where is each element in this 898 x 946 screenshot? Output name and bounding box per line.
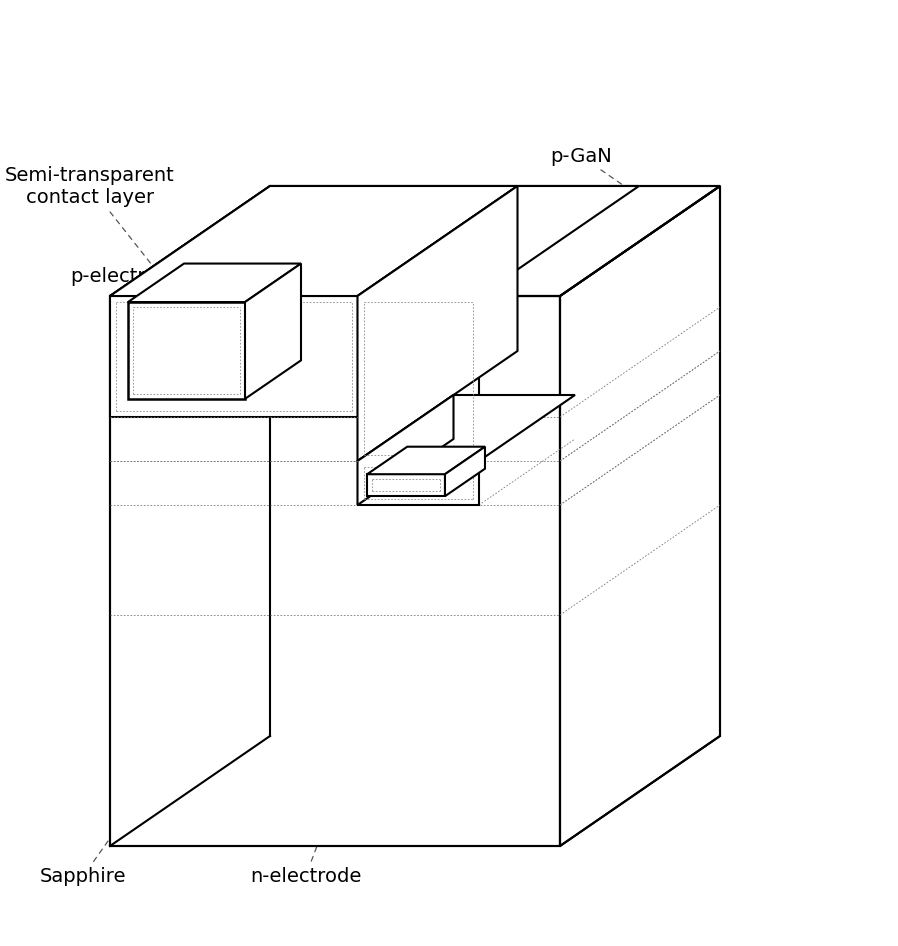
- Text: n-GaN: n-GaN: [650, 387, 711, 482]
- Text: p-electrode: p-electrode: [70, 267, 181, 309]
- Text: n-electrode: n-electrode: [250, 504, 446, 885]
- Text: Semi-transparent
contact layer: Semi-transparent contact layer: [5, 166, 175, 281]
- Text: Sapphire: Sapphire: [40, 798, 138, 885]
- Text: p-GaN: p-GaN: [550, 147, 670, 218]
- Text: MQWs: MQWs: [600, 206, 694, 261]
